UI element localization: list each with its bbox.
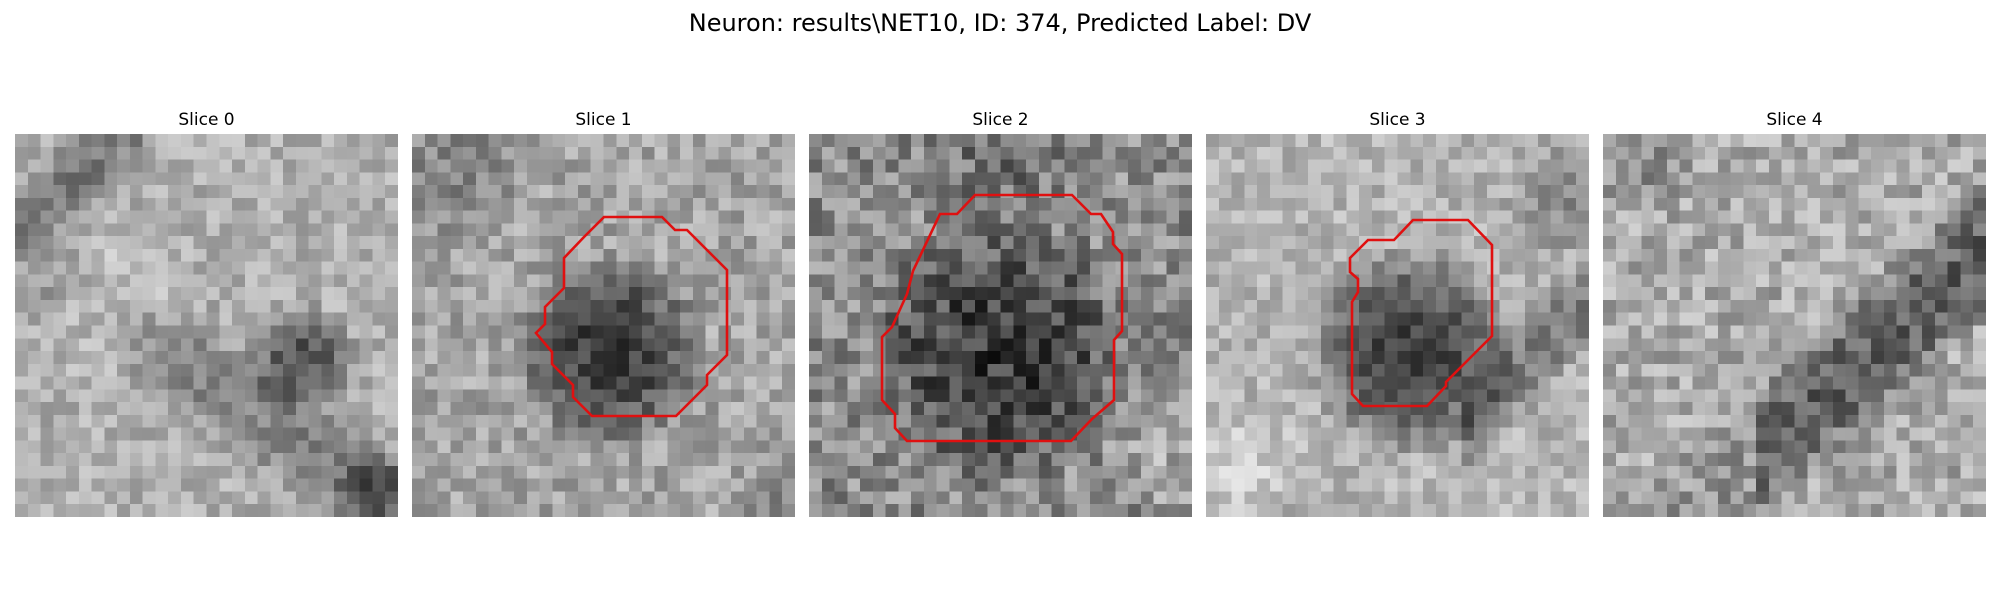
- neuron-contour: [1348, 218, 1494, 408]
- slice-title: Slice 3: [1369, 110, 1426, 130]
- grayscale-image: [809, 134, 1192, 517]
- slice-image: [809, 134, 1192, 517]
- slice-title: Slice 4: [1766, 110, 1823, 130]
- grayscale-image: [1206, 134, 1589, 517]
- slice-image: [412, 134, 795, 517]
- neuron-contour: [534, 215, 729, 418]
- figure-title: Neuron: results\NET10, ID: 374, Predicte…: [688, 9, 1312, 37]
- slice-title: Slice 0: [178, 110, 235, 130]
- contour-overlay: [1348, 218, 1494, 408]
- contour-overlay: [534, 215, 729, 418]
- slice-title: Slice 1: [575, 110, 632, 130]
- grayscale-image: [15, 134, 398, 517]
- neuron-contour: [880, 193, 1124, 443]
- grayscale-image: [412, 134, 795, 517]
- grayscale-image: [1603, 134, 1986, 517]
- slice-image: [1206, 134, 1589, 517]
- slice-image: [1603, 134, 1986, 517]
- slice-title: Slice 2: [972, 110, 1029, 130]
- contour-overlay: [880, 193, 1124, 443]
- slice-image: [15, 134, 398, 517]
